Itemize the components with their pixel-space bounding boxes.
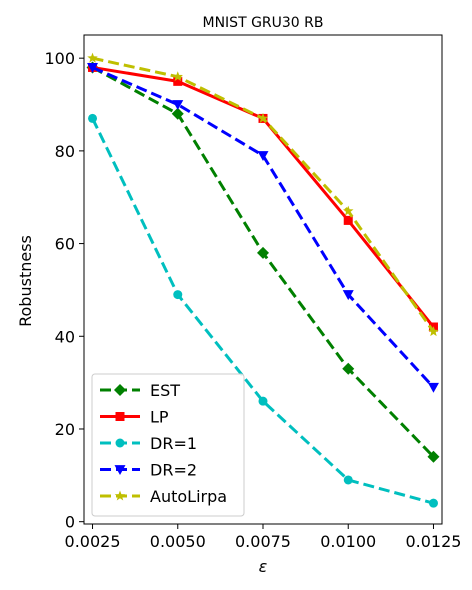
data-point-autolirpa [87, 52, 98, 63]
x-tick-label: 0.0075 [235, 532, 291, 551]
data-point-dr-2 [257, 151, 269, 162]
data-point-dr-2 [427, 382, 439, 393]
series-autolirpa [87, 52, 439, 337]
y-axis-label: Robustness [16, 235, 35, 327]
legend-label-dr-1: DR=1 [150, 434, 197, 453]
data-point-dr-2 [342, 290, 354, 301]
data-point-dr-1 [428, 498, 438, 508]
legend-label-est: EST [150, 381, 180, 400]
legend-marker-autolirpa [114, 490, 126, 501]
legend-box [91, 373, 245, 517]
data-point-autolirpa [257, 112, 269, 123]
x-axis-label: ε [259, 557, 268, 576]
y-tick-label: 60 [55, 235, 75, 254]
y-axis: 0 20 40 60 80 100 [44, 49, 84, 532]
data-point-autolirpa [428, 326, 439, 337]
legend-marker-lp [115, 412, 125, 421]
data-point-dr-1 [88, 113, 98, 123]
data-point-autolirpa [343, 205, 354, 216]
x-tick-label: 0.0050 [150, 532, 206, 551]
data-point-dr-1 [343, 475, 353, 485]
y-tick-label: 20 [55, 420, 75, 439]
x-tick-label: 0.0125 [405, 532, 461, 551]
data-point-est [171, 107, 184, 120]
x-tick-label: 0.0025 [65, 532, 121, 551]
y-tick-label: 0 [65, 513, 75, 532]
data-point-est [427, 450, 440, 463]
chart-title: MNIST GRU30 RB [203, 15, 324, 31]
legend-marker-dr-1 [115, 438, 125, 448]
data-point-dr-2 [172, 100, 184, 111]
x-axis: 0.0025 0.0050 0.0075 0.0100 0.0125 [65, 524, 461, 551]
legend: EST LP DR=1 DR=2 AutoLirpa [91, 373, 245, 517]
x-tick-label: 0.0100 [320, 532, 376, 551]
legend-label-autolirpa: AutoLirpa [150, 487, 227, 506]
data-point-lp [343, 215, 353, 225]
data-point-dr-2 [87, 63, 99, 73]
series-lp [88, 62, 438, 332]
plot-area [86, 52, 440, 508]
data-point-dr-1 [258, 396, 268, 406]
legend-marker-est [114, 384, 126, 396]
y-tick-label: 40 [55, 327, 75, 346]
data-point-dr-1 [173, 290, 183, 300]
legend-label-dr-2: DR=2 [150, 461, 197, 480]
series-line-lp [92, 65, 435, 328]
legend-label-lp: LP [150, 408, 169, 427]
data-point-autolirpa [172, 71, 183, 82]
series-line-autolirpa [92, 56, 435, 333]
legend-marker-dr-2 [114, 465, 126, 475]
data-point-lp [173, 76, 183, 86]
data-point-est [257, 246, 269, 259]
y-tick-label: 100 [44, 49, 75, 68]
series-dr-2 [87, 63, 439, 393]
series-dr-1 [88, 113, 438, 508]
data-point-est [342, 362, 355, 375]
series-line-dr-1 [91, 117, 434, 505]
y-tick-label: 80 [55, 142, 75, 161]
